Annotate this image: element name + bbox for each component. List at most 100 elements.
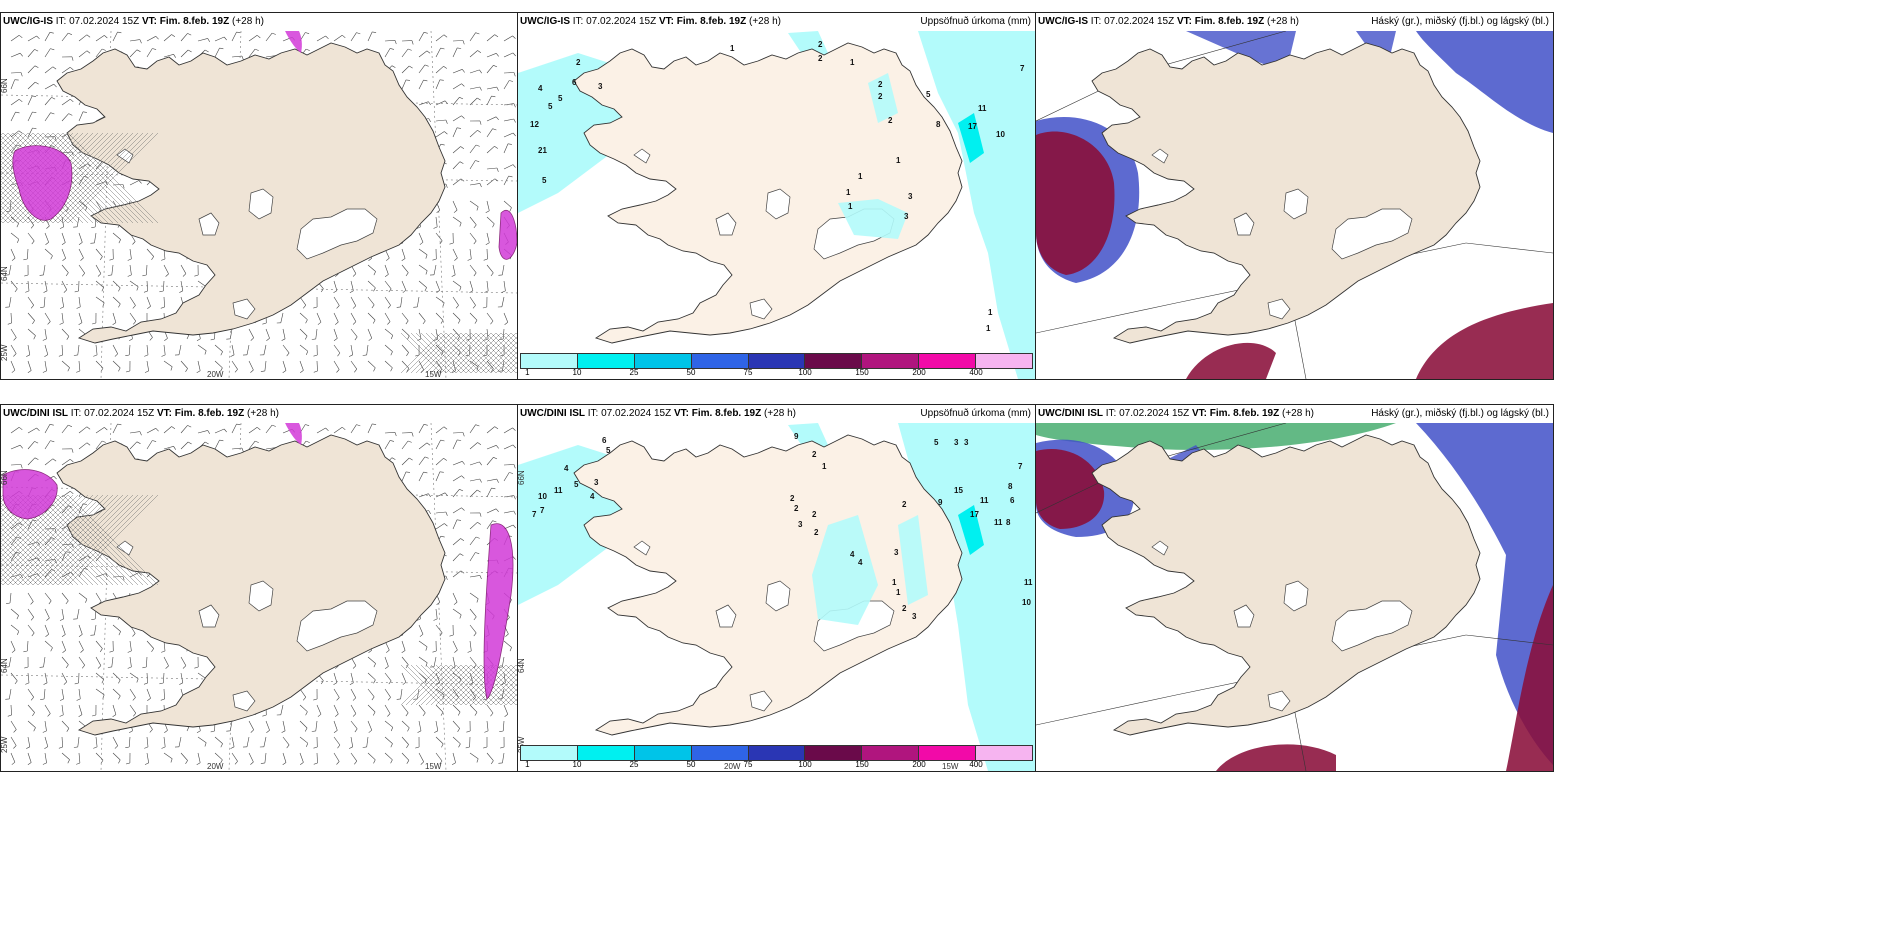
wind-barb-flag	[23, 258, 28, 261]
glacier-outline	[232, 690, 256, 712]
strong-wind-area	[12, 145, 73, 221]
wind-barb-flag	[449, 634, 454, 637]
wind-barb	[469, 442, 478, 450]
wind-barb-flag	[387, 697, 391, 701]
wind-barb-flag	[451, 274, 456, 277]
wind-barb	[469, 536, 477, 546]
legend-tick: 1	[525, 368, 530, 377]
wind-barb-flag	[304, 727, 308, 732]
wind-barb-flag	[479, 478, 482, 483]
wind-barb	[418, 456, 426, 466]
wind-barb	[350, 312, 357, 322]
wind-barb	[128, 736, 131, 748]
model-name: UWC/IG-IS	[1038, 16, 1088, 27]
wind-barb-flag	[122, 576, 125, 581]
wind-barb-flag	[477, 489, 481, 493]
wind-barb-flag	[159, 682, 164, 685]
legend-swatch	[805, 746, 863, 760]
wind-barb	[27, 752, 32, 763]
wind-barb-flag	[17, 239, 20, 244]
wind-barb-flag	[86, 50, 91, 54]
wind-barb	[469, 575, 480, 578]
wind-barb-flag	[409, 65, 413, 69]
wind-barb-flag	[459, 553, 464, 556]
wind-barb	[366, 344, 369, 355]
wind-barb	[163, 752, 173, 759]
wind-barb	[503, 118, 514, 122]
wind-barb	[95, 116, 106, 122]
hatch-line	[480, 332, 517, 370]
wind-barb	[10, 360, 16, 371]
wind-barb	[61, 32, 69, 42]
wind-barb-flag	[484, 730, 489, 733]
wind-barb-flag	[46, 225, 50, 229]
wind-barb-flag	[432, 650, 437, 653]
wind-barb	[61, 296, 64, 307]
panel-cloud-igis: UWC/IG-IS IT: 07.02.2024 15Z VT: Fim. 8.…	[1035, 12, 1554, 380]
wind-barb	[367, 264, 376, 272]
precip-value-label: 2	[818, 40, 823, 49]
glacier-outline	[1151, 540, 1169, 556]
wind-barb	[469, 640, 472, 651]
wind-barb-flag	[114, 745, 118, 749]
wind-barb-flag	[109, 650, 114, 653]
hatch-line	[420, 664, 462, 706]
wind-barb	[417, 688, 420, 699]
wind-barb	[180, 360, 188, 369]
panel-header: UWC/IG-IS IT: 07.02.2024 15Z VT: Fim. 8.…	[518, 13, 1035, 31]
wind-barb	[367, 312, 376, 321]
wind-barb-flag	[493, 65, 498, 68]
wind-barb	[435, 100, 446, 106]
wind-barb	[111, 656, 114, 667]
wind-barb	[469, 424, 476, 434]
wind-barb	[178, 344, 182, 355]
low-cloud-area	[1216, 585, 1553, 771]
precip-value-label: 10	[538, 492, 547, 501]
wind-barb-flag	[320, 288, 324, 293]
wind-barb-flag	[20, 464, 23, 469]
wind-barb	[469, 296, 476, 306]
wind-barb-flag	[440, 143, 445, 146]
legend-tick: 150	[855, 368, 869, 377]
wind-barb-flag	[461, 83, 465, 87]
wind-barb	[282, 736, 290, 746]
precip-value-label: 11	[980, 496, 989, 505]
wind-barb	[452, 115, 462, 122]
wind-barb	[401, 48, 409, 58]
wind-barb-flag	[475, 424, 480, 427]
wind-barb	[503, 52, 514, 58]
glacier-outline	[296, 600, 378, 652]
wind-barb-flag	[19, 445, 23, 449]
wind-barb	[61, 688, 64, 699]
wind-barb-flag	[187, 425, 192, 428]
hatch-line	[42, 494, 134, 586]
wind-barb	[401, 471, 407, 482]
glacier-outline	[715, 604, 737, 628]
wind-barb	[129, 312, 137, 322]
wind-barb-flag	[51, 145, 56, 148]
precip-value-label: 5	[934, 438, 939, 447]
wind-barb	[214, 752, 223, 761]
wind-barb	[452, 47, 458, 58]
wind-barb	[418, 442, 428, 450]
wind-barb-flag	[305, 424, 310, 426]
wind-barb-flag	[501, 290, 506, 293]
wind-barb	[418, 32, 425, 42]
wind-barb	[486, 426, 495, 434]
iceland-landmass	[56, 434, 446, 736]
legend-tick: 75	[743, 368, 753, 377]
wind-barb-flag	[19, 53, 23, 57]
wind-barb	[111, 264, 114, 275]
wind-barb	[44, 720, 47, 731]
wind-barb-flag	[475, 32, 480, 35]
wind-barb-flag	[39, 274, 44, 276]
wind-barb	[503, 495, 514, 498]
legend-tick: 75	[743, 760, 753, 769]
legend-ticks: 1 10 25 50 75 100 150 200 400	[520, 760, 1033, 770]
wind-barb-flag	[59, 698, 64, 701]
wind-barb-flag	[496, 445, 499, 449]
wind-barb	[265, 424, 273, 434]
legend-swatch	[748, 746, 806, 760]
wind-barb-flag	[74, 682, 79, 685]
wind-barb-flag	[372, 319, 376, 324]
